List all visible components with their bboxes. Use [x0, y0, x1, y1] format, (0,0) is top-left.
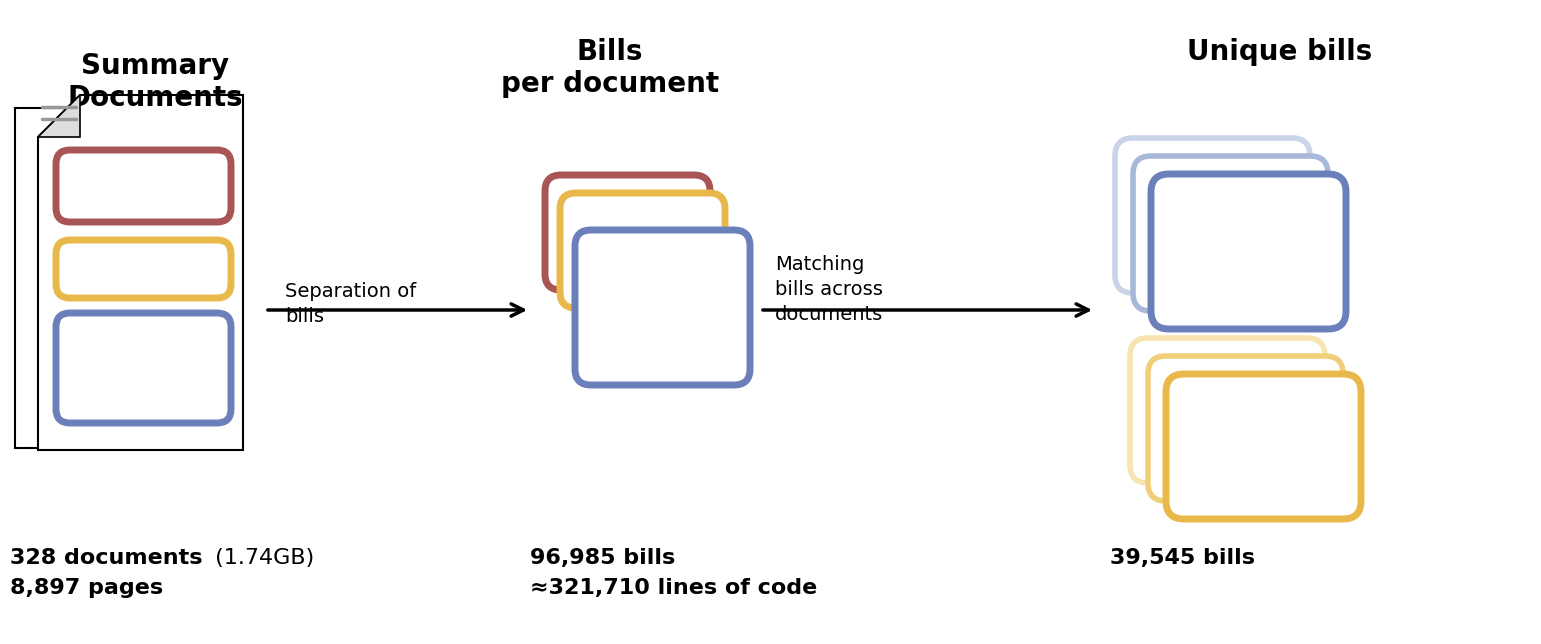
FancyBboxPatch shape	[55, 313, 231, 423]
FancyBboxPatch shape	[559, 193, 724, 308]
Polygon shape	[39, 95, 243, 450]
FancyBboxPatch shape	[55, 240, 231, 298]
Text: ≈321,710 lines of code: ≈321,710 lines of code	[530, 578, 817, 598]
Text: Unique bills: Unique bills	[1188, 38, 1373, 66]
FancyBboxPatch shape	[1151, 174, 1345, 329]
FancyBboxPatch shape	[1133, 156, 1328, 311]
Text: 8,897 pages: 8,897 pages	[9, 578, 163, 598]
Text: (1.74GB): (1.74GB)	[208, 548, 314, 568]
FancyBboxPatch shape	[55, 150, 231, 222]
Text: Matching
bills across
documents: Matching bills across documents	[775, 255, 883, 324]
Text: 328 documents: 328 documents	[9, 548, 202, 568]
Text: Bills
per document: Bills per document	[501, 38, 720, 99]
Text: 96,985 bills: 96,985 bills	[530, 548, 675, 568]
Text: 39,545 bills: 39,545 bills	[1110, 548, 1254, 568]
FancyBboxPatch shape	[1148, 356, 1344, 501]
FancyBboxPatch shape	[575, 230, 750, 385]
FancyBboxPatch shape	[1116, 138, 1310, 293]
Text: Summary
Documents: Summary Documents	[68, 52, 243, 113]
Text: Separation of
bills: Separation of bills	[285, 282, 416, 326]
FancyBboxPatch shape	[1130, 338, 1325, 483]
Polygon shape	[39, 95, 80, 137]
FancyBboxPatch shape	[15, 108, 216, 448]
FancyBboxPatch shape	[1167, 374, 1361, 519]
FancyBboxPatch shape	[546, 175, 710, 290]
